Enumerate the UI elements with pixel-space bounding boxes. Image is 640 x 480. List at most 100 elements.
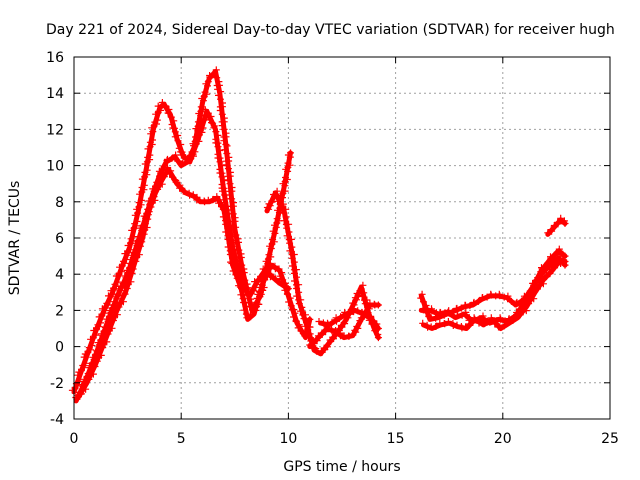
data-point — [221, 209, 229, 217]
data-point — [220, 125, 228, 133]
data-point — [293, 292, 301, 300]
data-point — [165, 109, 173, 117]
data-point — [235, 246, 243, 254]
data-point — [296, 307, 304, 315]
data-point — [231, 217, 239, 225]
data-point — [550, 222, 558, 229]
data-point — [290, 251, 298, 258]
data-point — [374, 334, 382, 342]
data-point — [174, 157, 182, 165]
data-point — [213, 74, 221, 82]
data-series — [418, 252, 569, 326]
data-point — [92, 331, 100, 339]
data-point — [218, 162, 226, 170]
data-point — [219, 187, 226, 195]
data-point — [554, 218, 562, 226]
data-point — [239, 287, 247, 295]
data-point — [226, 251, 234, 258]
data-point — [332, 327, 340, 334]
data-point — [287, 149, 294, 157]
data-point — [229, 267, 237, 275]
data-point — [487, 291, 495, 299]
data-point — [428, 307, 436, 315]
data-point — [158, 99, 166, 106]
y-tick-label: 2 — [55, 303, 64, 319]
data-point — [166, 170, 174, 178]
data-point — [237, 291, 245, 299]
data-point — [231, 263, 238, 271]
data-point — [265, 251, 273, 259]
data-point — [167, 167, 175, 175]
data-point — [169, 124, 177, 132]
data-point — [556, 256, 564, 263]
data-point — [349, 305, 357, 313]
y-tick-label: 12 — [46, 122, 64, 138]
data-point — [171, 133, 179, 141]
data-point — [358, 293, 366, 300]
data-point — [441, 320, 449, 328]
data-point — [167, 113, 175, 121]
data-point — [366, 299, 374, 307]
data-point — [513, 298, 521, 306]
data-point — [345, 332, 353, 340]
data-point — [226, 180, 234, 188]
data-point — [504, 295, 512, 303]
data-point — [266, 260, 274, 267]
data-point — [240, 269, 248, 277]
data-point — [204, 78, 212, 86]
y-tick-label: 4 — [55, 267, 64, 283]
data-point — [453, 321, 461, 329]
x-tick-label: 15 — [387, 431, 405, 447]
data-point — [126, 246, 134, 254]
data-point — [216, 107, 224, 114]
data-point — [177, 148, 185, 156]
data-point — [510, 314, 518, 322]
data-point — [76, 389, 83, 396]
data-point — [280, 217, 288, 225]
data-point — [158, 180, 166, 188]
data-point — [222, 141, 230, 148]
data-point — [353, 323, 361, 330]
data-point — [515, 305, 523, 313]
data-point — [288, 254, 296, 262]
data-point — [546, 270, 554, 278]
data-point — [557, 214, 565, 222]
data-point — [496, 323, 504, 331]
data-point — [160, 162, 168, 170]
data-point — [287, 235, 295, 243]
data-point — [143, 166, 151, 174]
data-point — [544, 229, 552, 237]
data-point — [217, 88, 225, 96]
data-point — [475, 297, 482, 305]
data-point — [127, 278, 135, 286]
data-series — [72, 66, 294, 404]
data-point — [268, 198, 276, 206]
data-series — [315, 305, 382, 332]
data-point — [176, 184, 184, 192]
data-point — [306, 330, 314, 338]
data-point — [470, 298, 478, 306]
data-point — [292, 318, 300, 325]
data-point — [282, 205, 290, 213]
data-point — [501, 317, 509, 325]
data-point — [108, 324, 116, 332]
data-point — [291, 277, 298, 285]
data-point — [237, 254, 245, 261]
data-point — [149, 136, 156, 144]
data-point — [371, 327, 379, 335]
data-point — [199, 124, 207, 132]
data-point — [444, 318, 452, 325]
data-point — [466, 302, 474, 310]
data-point — [519, 303, 526, 311]
data-point — [215, 91, 222, 99]
data-point — [232, 231, 240, 239]
data-point — [226, 172, 234, 180]
data-point — [229, 202, 237, 210]
data-point — [283, 232, 291, 240]
data-point — [224, 224, 232, 232]
data-point — [320, 344, 328, 352]
data-point — [164, 155, 171, 163]
data-point — [275, 194, 283, 202]
data-point — [235, 238, 242, 246]
